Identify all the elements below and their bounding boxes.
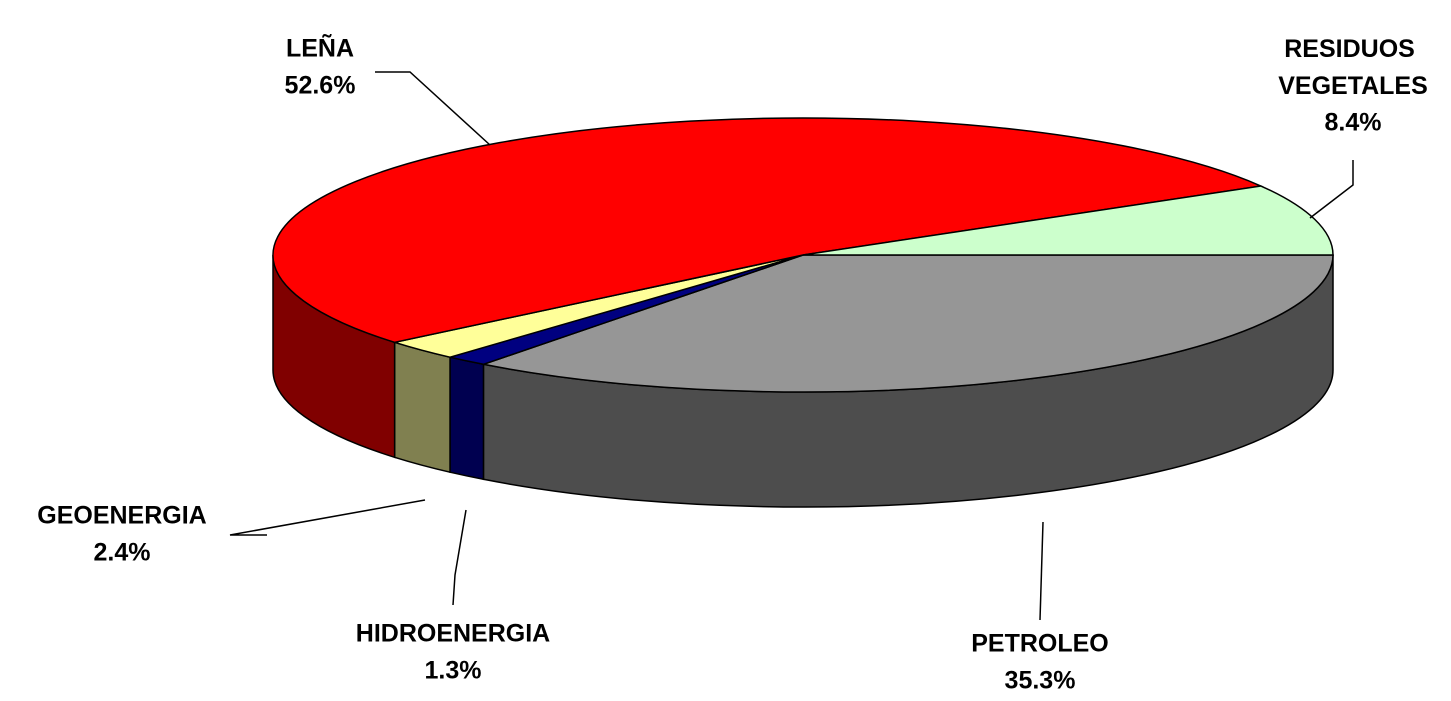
category-label: PETROLEO xyxy=(971,630,1109,658)
slice xyxy=(802,185,1334,256)
slice xyxy=(480,254,1334,393)
value-label: 52.6% xyxy=(285,72,356,100)
value-label: 35.3% xyxy=(1005,667,1076,695)
leader-line xyxy=(375,71,491,146)
slice xyxy=(272,117,1264,344)
leader-line xyxy=(1309,160,1354,219)
leader-line xyxy=(1039,521,1044,621)
value-label: 8.4% xyxy=(1325,109,1382,137)
category-label: RESIDUOS VEGETALES xyxy=(1278,35,1428,100)
category-label: LEÑA xyxy=(286,33,354,63)
value-label: 1.3% xyxy=(425,657,482,685)
slice-side xyxy=(393,341,451,474)
slice-side xyxy=(449,356,485,481)
category-label: HIDROENERGIA xyxy=(356,620,550,648)
leader-line xyxy=(229,499,426,536)
leader-line xyxy=(452,509,467,606)
category-label: GEOENERGIA xyxy=(37,502,206,530)
value-label: 2.4% xyxy=(94,539,151,567)
